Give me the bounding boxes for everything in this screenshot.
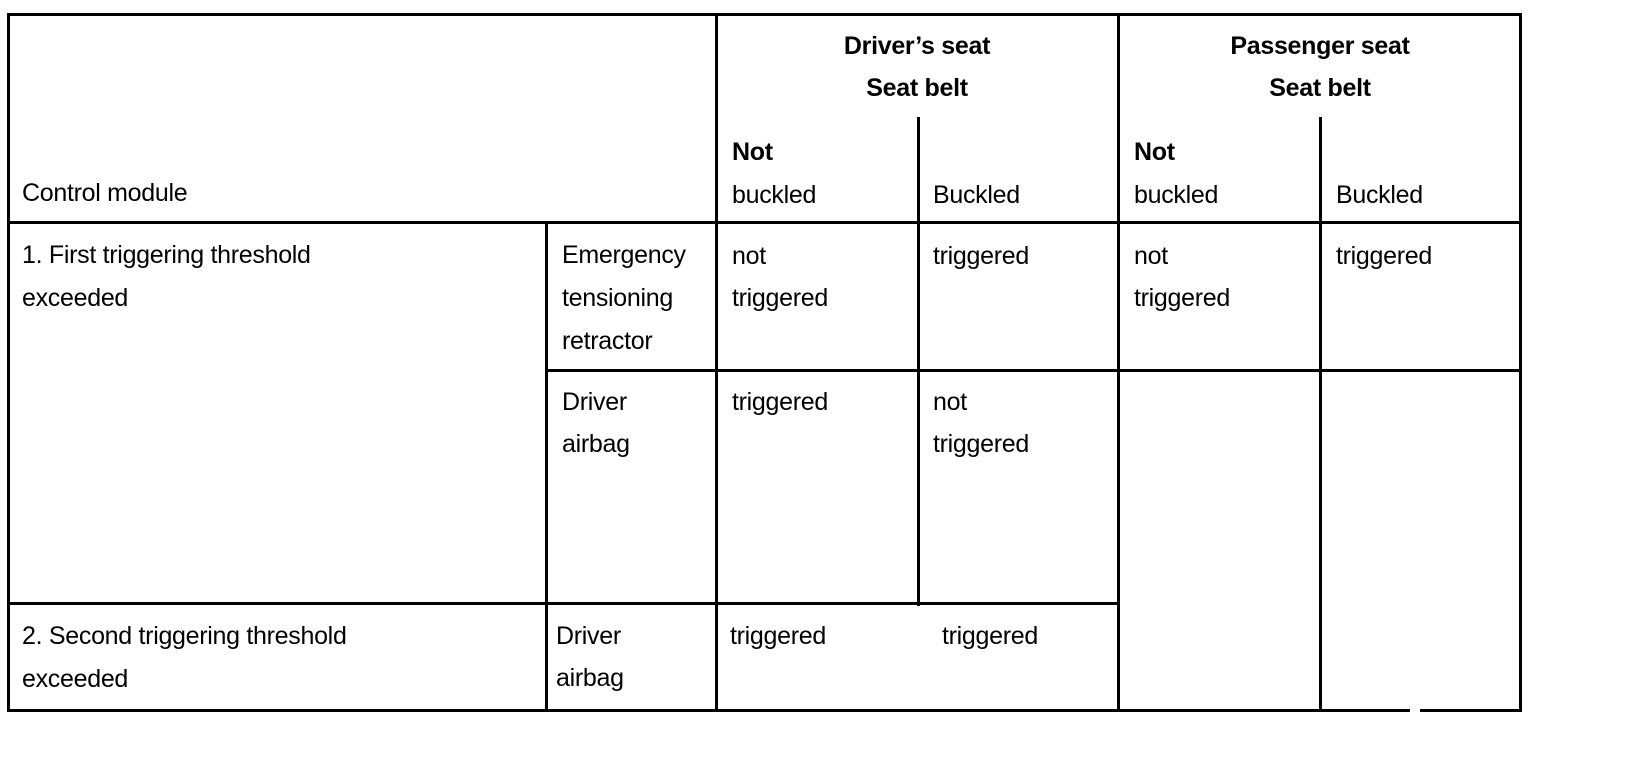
cell-value: triggered (933, 430, 1029, 458)
component-label: retractor (562, 327, 653, 355)
cell-value: not (732, 242, 766, 270)
table-border-right (1519, 13, 1522, 712)
divider (715, 13, 718, 712)
component-label: Emergency (562, 241, 686, 269)
cell-value: triggered (933, 242, 1029, 270)
driver-seat-belt-heading: Seat belt (866, 74, 968, 102)
component-label: Driver (562, 388, 627, 416)
divider (1319, 117, 1322, 712)
row-rule (8, 602, 1120, 605)
component-label: tensioning (562, 284, 673, 312)
driver-seat-heading: Driver’s seat (843, 32, 991, 60)
passenger-not-buckled-heading: Not (1134, 138, 1175, 166)
passenger-buckled-heading: Buckled (1336, 181, 1423, 209)
control-module-heading: Control module (22, 179, 188, 207)
cell-value: not (933, 388, 967, 416)
driver-not-buckled-heading: buckled (732, 181, 817, 209)
divider (545, 222, 548, 712)
divider (917, 117, 920, 606)
table-border-left (7, 13, 10, 712)
table-border-bottom (8, 709, 1410, 712)
table-border-top (8, 13, 1522, 16)
component-label: airbag (562, 430, 630, 458)
cell-value: triggered (1336, 242, 1432, 270)
driver-buckled-heading: Buckled (933, 181, 1020, 209)
cell-value: triggered (942, 622, 1038, 650)
passenger-seat-heading: Passenger seat (1230, 32, 1410, 60)
component-label: Driver (556, 622, 621, 650)
cell-value: triggered (732, 284, 828, 312)
threshold-label: exceeded (22, 665, 129, 693)
threshold-label: 1. First triggering threshold (22, 241, 311, 269)
component-label: airbag (556, 664, 624, 692)
cell-value: triggered (730, 622, 826, 650)
table-border-bottom-end (1420, 709, 1522, 712)
cell-value: triggered (732, 388, 828, 416)
passenger-seat-belt-heading: Seat belt (1269, 74, 1371, 102)
cell-value: triggered (1134, 284, 1230, 312)
passenger-not-buckled-heading: buckled (1134, 181, 1219, 209)
threshold-label: 2. Second triggering threshold (22, 622, 347, 650)
header-bottom-rule (8, 221, 1522, 224)
divider (1117, 13, 1120, 712)
row-rule (546, 369, 1522, 372)
threshold-label: exceeded (22, 284, 129, 312)
cell-value: not (1134, 242, 1168, 270)
driver-not-buckled-heading: Not (732, 138, 773, 166)
